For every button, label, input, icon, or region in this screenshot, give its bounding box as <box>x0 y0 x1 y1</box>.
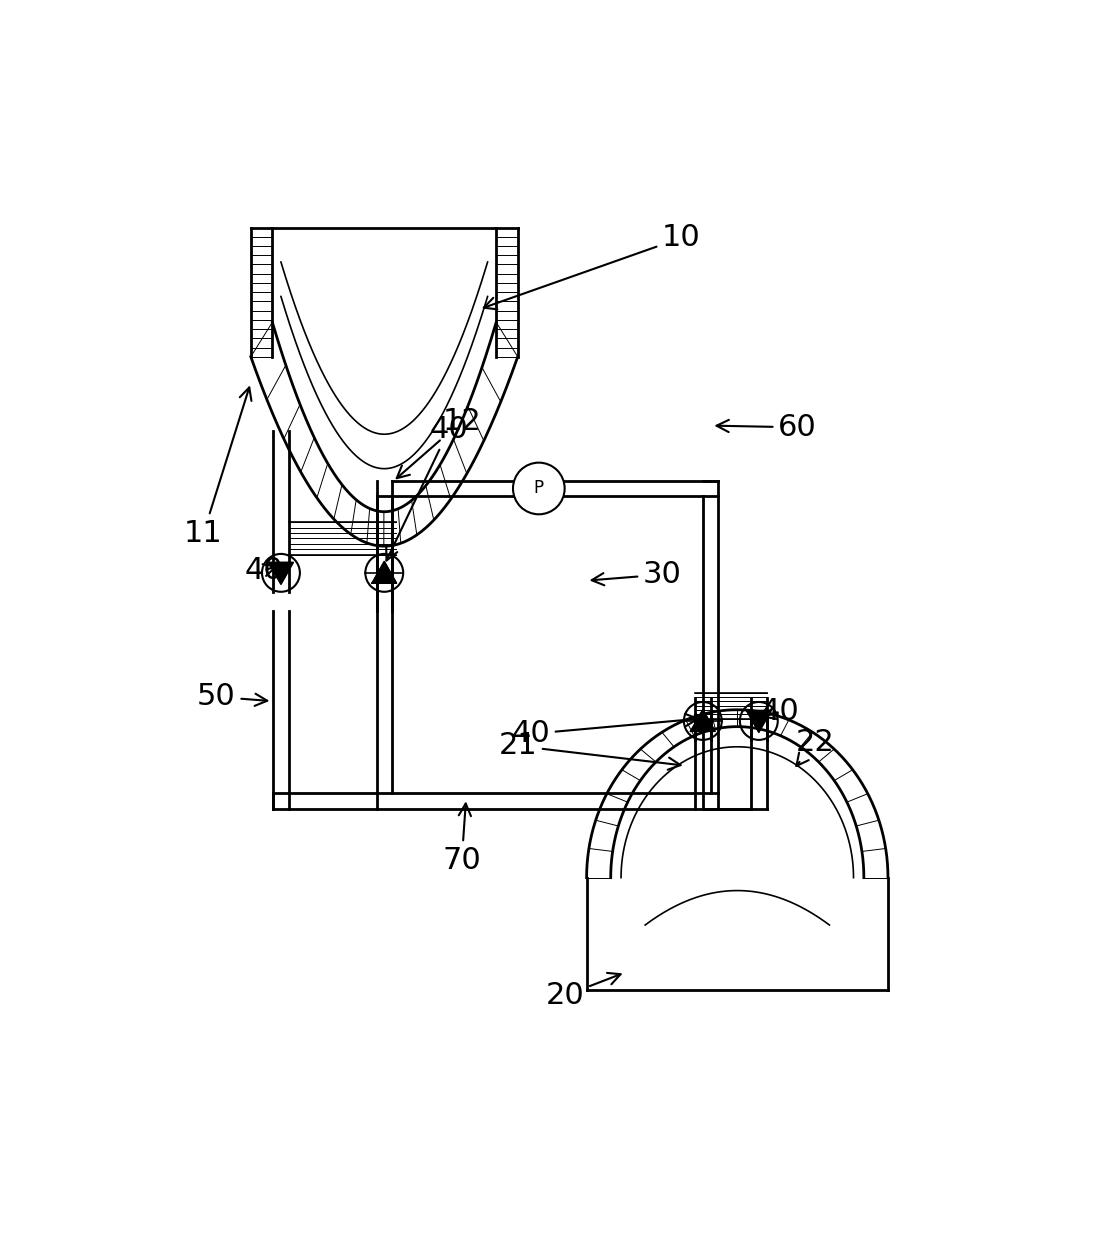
Text: 40: 40 <box>511 714 698 749</box>
Text: 60: 60 <box>717 413 817 442</box>
Circle shape <box>513 463 564 515</box>
Text: 50: 50 <box>197 682 268 711</box>
Polygon shape <box>747 711 771 732</box>
Polygon shape <box>269 562 293 585</box>
Polygon shape <box>372 561 397 583</box>
Text: 30: 30 <box>592 560 682 590</box>
Text: 40: 40 <box>387 416 468 561</box>
Polygon shape <box>691 710 715 731</box>
Text: 40: 40 <box>761 697 800 726</box>
Text: 12: 12 <box>397 407 481 478</box>
Text: 70: 70 <box>442 804 481 875</box>
Text: 10: 10 <box>483 223 701 309</box>
Text: 20: 20 <box>546 973 621 1010</box>
Text: 22: 22 <box>795 727 834 766</box>
Text: 11: 11 <box>184 387 251 547</box>
Text: P: P <box>533 480 544 497</box>
Text: 21: 21 <box>499 731 681 770</box>
Text: 40: 40 <box>244 556 283 585</box>
